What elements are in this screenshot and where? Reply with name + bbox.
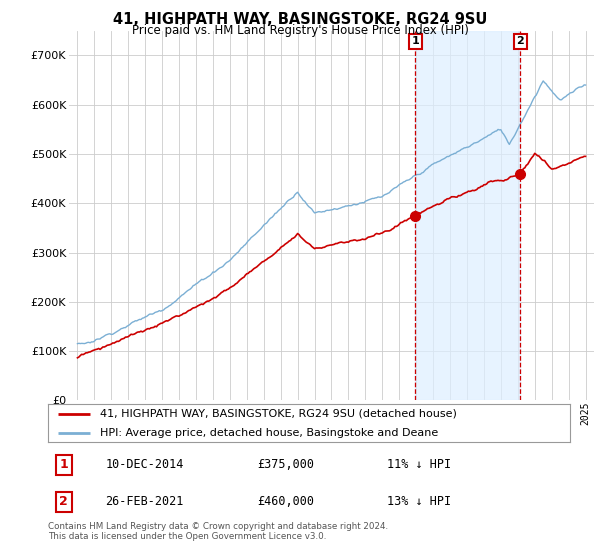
Text: 41, HIGHPATH WAY, BASINGSTOKE, RG24 9SU: 41, HIGHPATH WAY, BASINGSTOKE, RG24 9SU [113,12,487,27]
Text: £460,000: £460,000 [257,496,314,508]
Text: £375,000: £375,000 [257,458,314,472]
Text: 2: 2 [59,496,68,508]
Text: 41, HIGHPATH WAY, BASINGSTOKE, RG24 9SU (detached house): 41, HIGHPATH WAY, BASINGSTOKE, RG24 9SU … [100,409,457,419]
Text: 2: 2 [517,36,524,46]
Text: 1: 1 [59,458,68,472]
Text: Contains HM Land Registry data © Crown copyright and database right 2024.
This d: Contains HM Land Registry data © Crown c… [48,522,388,542]
Text: 11% ↓ HPI: 11% ↓ HPI [388,458,451,472]
Text: Price paid vs. HM Land Registry's House Price Index (HPI): Price paid vs. HM Land Registry's House … [131,24,469,37]
Text: 10-DEC-2014: 10-DEC-2014 [106,458,184,472]
Bar [415,31,520,400]
Text: 13% ↓ HPI: 13% ↓ HPI [388,496,451,508]
Text: 1: 1 [411,36,419,46]
Text: HPI: Average price, detached house, Basingstoke and Deane: HPI: Average price, detached house, Basi… [100,428,439,438]
Text: 26-FEB-2021: 26-FEB-2021 [106,496,184,508]
